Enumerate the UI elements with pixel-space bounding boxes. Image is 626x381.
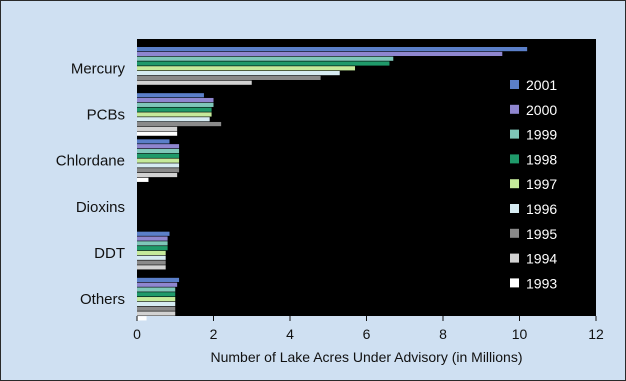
bar-others-1998 xyxy=(137,292,176,297)
bar-ddt-1996 xyxy=(137,255,166,260)
x-axis-title: Number of Lake Acres Under Advisory (in … xyxy=(210,349,522,365)
bar-pcbs-1995 xyxy=(137,121,222,127)
x-tick-label-6: 6 xyxy=(363,326,371,342)
bar-pcbs-1999 xyxy=(137,102,214,107)
bar-others-1994 xyxy=(137,311,176,316)
bar-chlordane-2000 xyxy=(137,144,180,149)
x-tick-label-4: 4 xyxy=(286,326,294,342)
legend-swatch-1999 xyxy=(510,129,519,139)
legend-label-1998: 1998 xyxy=(526,151,557,167)
legend: 2001 2000 1999 1998 1997 1996 1995 1994 1993 xyxy=(510,77,557,291)
legend-label-2001: 2001 xyxy=(526,77,557,93)
bar-chlordane-2001 xyxy=(137,139,170,144)
bar-pcbs-2001 xyxy=(137,93,204,98)
legend-label-1996: 1996 xyxy=(526,201,557,217)
bar-pcbs-1993 xyxy=(137,131,178,136)
bar-ddt-1997 xyxy=(137,250,166,256)
legend-swatch-1996 xyxy=(510,204,519,213)
bar-mercury-1996 xyxy=(137,71,340,76)
bar-pcbs-1998 xyxy=(137,107,212,112)
bar-ddt-1995 xyxy=(137,260,166,265)
bar-ddt-1999 xyxy=(137,241,168,246)
legend-swatch-1997 xyxy=(510,179,519,189)
bar-ddt-1994 xyxy=(137,265,166,270)
bar-others-2000 xyxy=(137,282,178,287)
bar-ddt-2001 xyxy=(137,231,170,236)
bar-ddt-1998 xyxy=(137,246,168,251)
bar-others-1995 xyxy=(137,306,176,311)
legend-swatch-2000 xyxy=(510,104,519,114)
bar-pcbs-1996 xyxy=(137,117,210,122)
bar-others-1999 xyxy=(137,287,176,292)
bar-ddt-2000 xyxy=(137,236,168,241)
bar-mercury-1994 xyxy=(137,80,252,85)
x-tick-label-10: 10 xyxy=(512,326,528,342)
category-label-others: Others xyxy=(80,291,125,308)
legend-swatch-2001 xyxy=(510,80,519,89)
legend-label-2000: 2000 xyxy=(526,102,557,118)
bar-others-1993 xyxy=(137,316,147,321)
bar-chlordane-1996 xyxy=(137,163,180,168)
legend-label-1994: 1994 xyxy=(526,251,557,267)
legend-label-1999: 1999 xyxy=(526,127,557,143)
plot-area xyxy=(137,39,596,316)
bar-mercury-2000 xyxy=(137,51,503,56)
category-label-ddt: DDT xyxy=(94,245,125,262)
bar-pcbs-1997 xyxy=(137,112,212,117)
x-tick-label-12: 12 xyxy=(588,326,604,342)
bars-group xyxy=(137,47,528,321)
x-axis-ticks: 0 2 4 6 8 10 12 xyxy=(133,316,604,342)
bar-chlordane-1999 xyxy=(137,148,180,154)
bar-others-2001 xyxy=(137,277,180,283)
legend-swatch-1994 xyxy=(510,253,519,263)
x-tick-label-0: 0 xyxy=(133,326,141,342)
bar-chlordane-1993 xyxy=(137,177,149,182)
bar-chlordane-1998 xyxy=(137,153,180,158)
bar-mercury-1999 xyxy=(137,56,394,61)
bar-others-1997 xyxy=(137,297,176,302)
bar-mercury-2001 xyxy=(137,47,528,52)
bar-pcbs-1994 xyxy=(137,126,178,131)
legend-swatch-1998 xyxy=(510,154,519,164)
legend-swatch-1993 xyxy=(510,278,519,288)
legend-label-1995: 1995 xyxy=(526,226,557,242)
category-label-dioxins: Dioxins xyxy=(76,199,125,216)
bar-mercury-1995 xyxy=(137,75,321,80)
bar-chlordane-1994 xyxy=(137,172,178,178)
legend-swatch-1995 xyxy=(510,228,519,238)
bar-chlordane-1995 xyxy=(137,168,180,173)
x-tick-label-2: 2 xyxy=(210,326,218,342)
bar-mercury-1997 xyxy=(137,66,356,71)
legend-label-1997: 1997 xyxy=(526,176,557,192)
category-label-chlordane: Chlordane xyxy=(56,153,125,170)
bar-chlordane-1997 xyxy=(137,158,180,163)
legend-label-1993: 1993 xyxy=(526,275,557,291)
bar-others-1996 xyxy=(137,301,176,307)
category-labels: Mercury PCBs Chlordane Dioxins DDT Others xyxy=(56,60,126,308)
category-label-mercury: Mercury xyxy=(71,60,126,77)
x-tick-label-8: 8 xyxy=(439,326,447,342)
bar-mercury-1998 xyxy=(137,61,390,66)
bar-pcbs-2000 xyxy=(137,97,214,103)
category-label-pcbs: PCBs xyxy=(87,106,125,123)
